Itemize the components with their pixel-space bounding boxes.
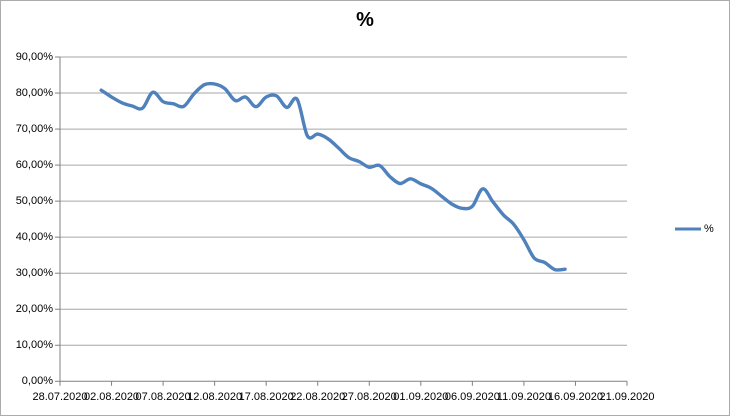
y-axis-label: 10,00%	[15, 338, 53, 351]
x-axis-label: 21.09.2020	[599, 391, 655, 403]
y-axis-label: 90,00%	[15, 50, 53, 63]
x-axis-label: 28.07.2020	[32, 391, 88, 403]
x-axis-label: 17.08.2020	[238, 391, 294, 403]
y-axis-label: 60,00%	[15, 158, 53, 171]
legend: %	[674, 221, 714, 237]
legend-line-swatch	[675, 227, 701, 231]
x-axis-label: 22.08.2020	[290, 391, 346, 403]
y-axis-label: 80,00%	[15, 86, 53, 99]
series-line	[99, 81, 567, 272]
x-axis-label: 27.08.2020	[341, 391, 397, 403]
legend-series-label: %	[704, 223, 714, 235]
x-axis-label: 16.09.2020	[547, 391, 603, 403]
y-axis-label: 30,00%	[15, 266, 53, 279]
x-axis-label: 02.08.2020	[84, 391, 140, 403]
x-axis-label: 01.09.2020	[393, 391, 449, 403]
y-axis-label: 50,00%	[15, 194, 53, 207]
x-axis-label: 11.09.2020	[496, 391, 552, 403]
y-axis-label: 40,00%	[15, 230, 53, 243]
x-axis-label: 06.09.2020	[444, 391, 500, 403]
x-axis-label: 07.08.2020	[135, 391, 191, 403]
y-axis-label: 0,00%	[21, 374, 53, 387]
y-axis-label: 20,00%	[15, 302, 53, 315]
y-axis-label: 70,00%	[15, 122, 53, 135]
x-axis-label: 12.08.2020	[187, 391, 243, 403]
chart-title: %	[356, 9, 374, 31]
